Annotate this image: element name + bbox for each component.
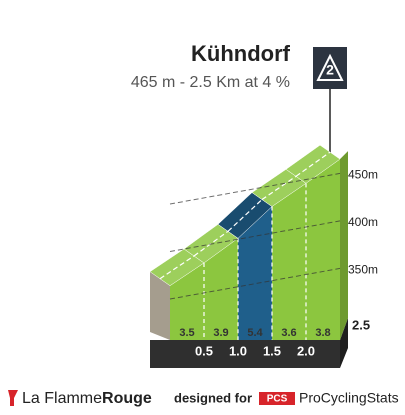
x-tick-label: 0.5 bbox=[195, 343, 213, 358]
pcs-badge-text: PCS bbox=[267, 394, 288, 405]
segment-face bbox=[170, 262, 204, 340]
y-tick-label: 450m bbox=[348, 168, 378, 182]
y-tick-label: 350m bbox=[348, 263, 378, 277]
grid-line bbox=[169, 267, 341, 300]
segment-face bbox=[204, 238, 238, 340]
x-tick-label: 1.0 bbox=[229, 343, 247, 358]
category-label: 2 bbox=[326, 62, 334, 78]
gradient-label: 3.9 bbox=[213, 327, 228, 339]
brand: La FlammeRouge bbox=[22, 390, 152, 407]
pcs-badge bbox=[259, 392, 295, 405]
y-tick-label: 400m bbox=[348, 215, 378, 229]
grid-line bbox=[169, 220, 341, 252]
x-tick-label: 2.0 bbox=[297, 343, 315, 358]
designed-for: designed for bbox=[174, 390, 252, 405]
category-icon bbox=[316, 53, 344, 81]
segment-face bbox=[238, 206, 272, 340]
base-depth bbox=[340, 318, 348, 368]
segment-face bbox=[272, 183, 306, 340]
x-tick-label: 1.5 bbox=[263, 343, 281, 358]
plot: 3.5 3.9 5.4 3.6 3.8 350m 400m 450m 0.5 1.0 1.5 2.0 2… bbox=[149, 144, 378, 368]
grid-line bbox=[169, 172, 341, 205]
gradient-label: 5.4 bbox=[247, 327, 263, 339]
top-center-line bbox=[261, 175, 297, 201]
x-tick-label: 2.5 bbox=[352, 317, 370, 332]
top-center-line bbox=[159, 255, 195, 280]
gradient-label: 3.8 bbox=[315, 327, 330, 339]
base bbox=[150, 318, 340, 368]
gradient-label: 3.6 bbox=[281, 327, 296, 339]
top-center-line bbox=[295, 151, 331, 177]
chart-title: Kühndorf bbox=[191, 41, 291, 66]
segment-face bbox=[306, 159, 340, 340]
logo-flag bbox=[8, 390, 18, 406]
chart-subtitle: 465 m - 2.5 Km at 4 % bbox=[131, 74, 290, 91]
side-face bbox=[150, 271, 170, 340]
gradient-label: 3.5 bbox=[179, 327, 194, 339]
end-face bbox=[340, 151, 348, 340]
site-name: ProCyclingStats bbox=[299, 390, 399, 406]
